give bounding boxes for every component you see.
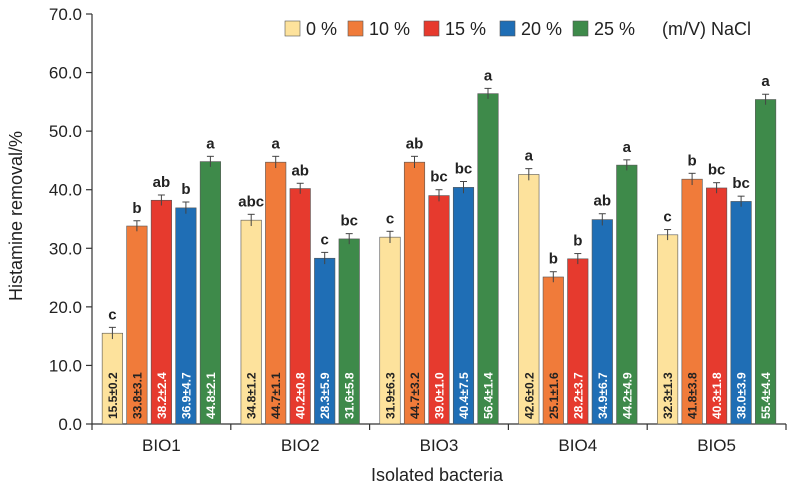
- data-label: 28.2±3.7: [571, 372, 585, 419]
- x-axis: BIO1 BIO2 BIO3 BIO4 BIO5: [91, 423, 787, 455]
- data-label: 38.0±3.9: [735, 372, 749, 419]
- data-label: 28.3±5.9: [318, 372, 332, 419]
- data-label: 41.8±3.8: [686, 372, 700, 419]
- legend-suffix: (m/V) NaCl: [662, 19, 751, 39]
- significance-letter: c: [386, 210, 394, 227]
- significance-letter: b: [132, 200, 141, 217]
- legend-swatch: [423, 20, 440, 37]
- x-tick-label: BIO5: [697, 436, 736, 455]
- legend-label: 10 %: [369, 19, 410, 39]
- y-axis: 0.0 10.0 20.0 30.0 40.0 50.0 60.0 70.0: [49, 5, 93, 434]
- data-label: 42.6±0.2: [522, 372, 536, 419]
- data-label: 56.4±1.4: [482, 372, 496, 419]
- significance-letter: a: [484, 67, 493, 84]
- x-axis-title: Isolated bacteria: [371, 465, 504, 485]
- legend-swatch: [499, 20, 516, 37]
- significance-letter: abc: [238, 193, 264, 210]
- significance-letter: c: [321, 231, 329, 248]
- significance-letter: a: [623, 139, 632, 156]
- data-label: 36.9±4.7: [179, 372, 193, 419]
- significance-letter: a: [525, 148, 534, 165]
- x-tick-label: BIO1: [142, 436, 181, 455]
- significance-letter: b: [688, 152, 697, 169]
- significance-letter: a: [761, 73, 770, 90]
- significance-letter: bc: [455, 161, 473, 178]
- data-label: 34.9±6.7: [596, 372, 610, 419]
- significance-letter: ab: [594, 193, 612, 210]
- y-tick-label: 50.0: [49, 122, 82, 141]
- significance-letter: bc: [340, 213, 358, 230]
- significance-letter: bc: [430, 169, 448, 186]
- legend-swatch: [347, 20, 364, 37]
- significance-letter: c: [108, 306, 116, 323]
- data-label: 32.3±1.3: [661, 372, 675, 419]
- y-tick-label: 30.0: [49, 239, 82, 258]
- data-label: 34.8±1.2: [245, 372, 259, 419]
- data-label: 39.0±1.0: [433, 372, 447, 419]
- legend-label: 20 %: [521, 19, 562, 39]
- x-tick-label: BIO3: [420, 436, 459, 455]
- data-label: 33.8±3.1: [130, 372, 144, 419]
- y-axis-title: Histamine removal/%: [6, 131, 26, 301]
- y-tick-label: 60.0: [49, 64, 82, 83]
- data-label: 31.6±5.8: [343, 372, 357, 419]
- significance-letter: a: [206, 135, 215, 152]
- significance-letter: ab: [406, 135, 424, 152]
- data-label: 25.1±1.6: [547, 372, 561, 419]
- data-label: 38.2±2.4: [155, 372, 169, 419]
- data-label: 44.7±3.2: [408, 372, 422, 419]
- data-label: 55.4±4.4: [759, 372, 773, 419]
- data-label: 15.5±0.2: [106, 372, 120, 419]
- legend: 0 % 10 % 15 % 20 % 25 % (m/V) NaCl: [284, 19, 751, 39]
- data-label: 40.3±1.8: [710, 372, 724, 419]
- significance-letter: b: [573, 233, 582, 250]
- legend-label: 0 %: [306, 19, 337, 39]
- x-tick-label: BIO4: [558, 436, 597, 455]
- y-tick-label: 0.0: [58, 415, 82, 434]
- legend-swatch: [284, 20, 301, 37]
- significance-letter: c: [663, 209, 671, 226]
- data-label: 44.8±2.1: [204, 372, 218, 419]
- data-label: 40.4±7.5: [457, 372, 471, 419]
- significance-letter: a: [272, 135, 281, 152]
- data-label: 44.2±4.9: [620, 372, 634, 419]
- y-tick-label: 70.0: [49, 5, 82, 24]
- y-tick-label: 20.0: [49, 298, 82, 317]
- significance-letter: ab: [291, 162, 309, 179]
- data-label: 40.2±0.8: [294, 372, 308, 419]
- y-tick-label: 10.0: [49, 356, 82, 375]
- data-label: 44.7±1.1: [269, 372, 283, 419]
- significance-letter: bc: [732, 175, 750, 192]
- x-tick-label: BIO2: [281, 436, 320, 455]
- significance-letter: bc: [708, 162, 726, 179]
- y-tick-label: 40.0: [49, 181, 82, 200]
- data-label: 31.9±6.3: [384, 372, 398, 419]
- significance-letter: b: [181, 181, 190, 198]
- significance-letter: ab: [153, 174, 171, 191]
- significance-letter: b: [549, 251, 558, 268]
- legend-label: 25 %: [594, 19, 635, 39]
- legend-swatch: [572, 20, 589, 37]
- legend-label: 15 %: [445, 19, 486, 39]
- bar-series: c15.5±0.2b33.8±3.1ab38.2±2.4b36.9±4.7a44…: [101, 67, 777, 425]
